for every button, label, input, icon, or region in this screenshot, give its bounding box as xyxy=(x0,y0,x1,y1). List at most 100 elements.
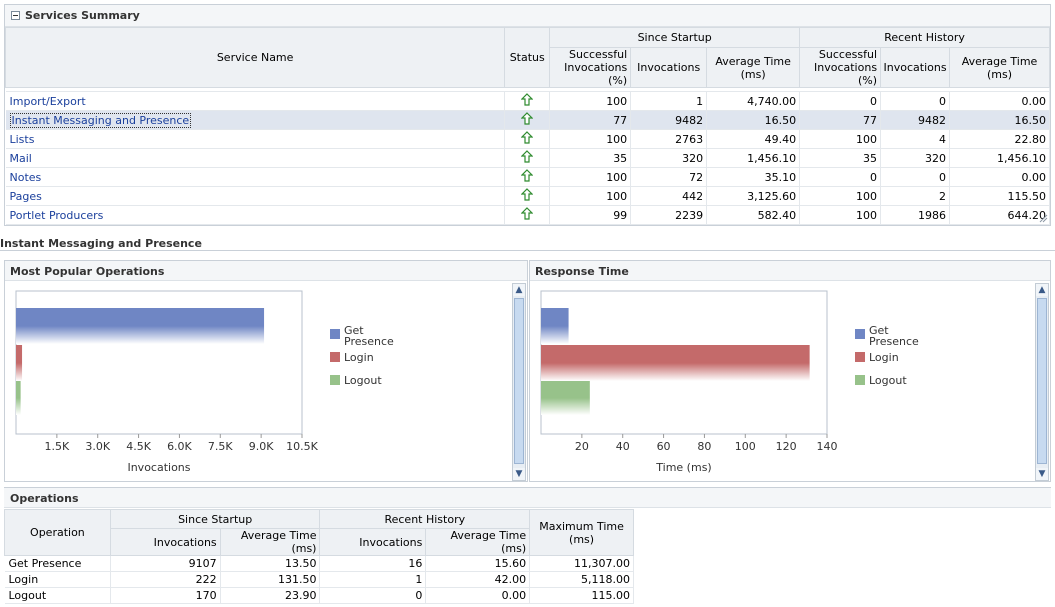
legend-swatch xyxy=(855,375,865,385)
x-tick-label: 6.0K xyxy=(167,440,192,453)
ops-s-avg-cell: 23.90 xyxy=(220,587,321,604)
ops-s-avg-cell: 13.50 xyxy=(220,555,321,572)
x-tick-label: 20 xyxy=(575,440,589,453)
col-r-avg-time[interactable]: Average Time (ms) xyxy=(949,47,1050,88)
col-operation[interactable]: Operation xyxy=(4,509,111,556)
s-success-cell: 100 xyxy=(549,129,632,149)
table-row[interactable]: Login 222 131.50 1 42.00 5,118.00 xyxy=(4,571,634,588)
r-invocations-cell: 4 xyxy=(880,129,951,149)
r-success-cell: 0 xyxy=(799,167,882,187)
table-row[interactable]: Logout 170 23.90 0 0.00 115.00 xyxy=(4,587,634,604)
table-row[interactable]: Get Presence 9107 13.50 16 15.60 11,307.… xyxy=(4,555,634,572)
vertical-scrollbar[interactable]: ▲ ▼ xyxy=(1035,283,1049,481)
status-up-icon xyxy=(521,207,534,220)
x-tick-label: 100 xyxy=(735,440,756,453)
x-tick-label: 9.0K xyxy=(249,440,274,453)
s-invocations-cell: 72 xyxy=(630,167,708,187)
collapse-icon[interactable] xyxy=(11,11,20,20)
service-link[interactable]: Notes xyxy=(9,170,42,184)
r-avg-cell: 644.20 xyxy=(949,205,1050,225)
popular-operations-title: Most Popular Operations xyxy=(10,265,165,278)
service-link[interactable]: Mail xyxy=(9,151,32,165)
status-up-icon xyxy=(521,112,534,125)
scroll-down-icon[interactable]: ▼ xyxy=(1036,468,1048,480)
col-s-invocations[interactable]: Invocations xyxy=(630,47,708,88)
operations-title: Operations xyxy=(10,492,79,505)
service-link[interactable]: Import/Export xyxy=(9,94,86,108)
legend-swatch xyxy=(330,329,340,339)
service-link[interactable]: Instant Messaging and Presence xyxy=(9,112,192,128)
scroll-up-icon[interactable]: ▲ xyxy=(1036,284,1048,296)
col-ops-r-invocations[interactable]: Invocations xyxy=(319,528,427,556)
col-r-invocations[interactable]: Invocations xyxy=(880,47,951,88)
bar-logout xyxy=(16,381,21,415)
col-ops-r-avg[interactable]: Average Time (ms) xyxy=(425,528,531,556)
detail-title: Instant Messaging and Presence xyxy=(0,237,202,250)
scroll-down-icon[interactable]: ▼ xyxy=(513,468,525,480)
scroll-up-icon[interactable]: ▲ xyxy=(513,284,525,296)
r-avg-cell: 0.00 xyxy=(949,167,1050,187)
legend-swatch xyxy=(330,375,340,385)
s-success-cell: 35 xyxy=(549,148,632,168)
status-up-icon xyxy=(521,131,534,144)
scroll-thumb[interactable] xyxy=(514,298,524,464)
s-success-cell: 77 xyxy=(549,110,632,130)
col-r-success[interactable]: Successful Invocations (%) xyxy=(799,47,882,88)
table-row[interactable]: Mail 35 320 1,456.10 35 320 1,456.10 xyxy=(5,148,1050,168)
service-link[interactable]: Pages xyxy=(9,189,42,203)
col-ops-s-invocations[interactable]: Invocations xyxy=(109,528,221,556)
s-invocations-cell: 2239 xyxy=(630,205,708,225)
scroll-thumb[interactable] xyxy=(1037,298,1047,464)
x-tick-label: 4.5K xyxy=(126,440,151,453)
s-avg-cell: 4,740.00 xyxy=(706,91,801,111)
service-link[interactable]: Portlet Producers xyxy=(9,208,104,222)
table-row[interactable]: Pages 100 442 3,125.60 100 2 115.50 xyxy=(5,186,1050,206)
r-avg-cell: 0.00 xyxy=(949,91,1050,111)
operation-cell: Get Presence xyxy=(4,555,111,572)
col-status[interactable]: Status xyxy=(504,27,551,88)
col-max-time[interactable]: Maximum Time (ms) xyxy=(529,509,634,556)
r-success-cell: 0 xyxy=(799,91,882,111)
r-success-cell: 77 xyxy=(799,110,882,130)
table-row[interactable]: Import/Export 100 1 4,740.00 0 0 0.00 xyxy=(5,91,1050,111)
services-summary-panel: Services Summary Service Name Status Sin… xyxy=(4,4,1051,226)
ops-r-invocations-cell: 1 xyxy=(319,571,427,588)
ops-s-invocations-cell: 222 xyxy=(110,571,221,588)
partial-row xyxy=(5,87,1050,92)
table-row[interactable]: Portlet Producers 99 2239 582.40 100 198… xyxy=(5,205,1050,225)
table-row[interactable]: Instant Messaging and Presence 77 9482 1… xyxy=(5,110,1050,130)
bar-logout xyxy=(541,381,590,415)
r-avg-cell: 22.80 xyxy=(949,129,1050,149)
x-tick-label: 140 xyxy=(817,440,838,453)
vertical-scrollbar[interactable]: ▲ ▼ xyxy=(512,283,526,481)
ops-r-invocations-cell: 16 xyxy=(319,555,427,572)
col-ops-s-avg[interactable]: Average Time (ms) xyxy=(219,528,321,556)
s-success-cell: 100 xyxy=(549,186,632,206)
s-success-cell: 100 xyxy=(549,167,632,187)
legend-label-line: Presence xyxy=(869,335,919,348)
r-avg-cell: 16.50 xyxy=(949,110,1050,130)
status-up-icon xyxy=(521,169,534,182)
ops-r-avg-cell: 15.60 xyxy=(425,555,531,572)
col-service-name[interactable]: Service Name xyxy=(4,27,506,88)
table-row[interactable]: Notes 100 72 35.10 0 0 0.00 xyxy=(5,167,1050,187)
s-invocations-cell: 442 xyxy=(630,186,708,206)
resize-grip-icon[interactable] xyxy=(1038,213,1048,223)
table-row[interactable]: Lists 100 2763 49.40 100 4 22.80 xyxy=(5,129,1050,149)
r-invocations-cell: 0 xyxy=(880,91,951,111)
col-ops-since-startup: Since Startup xyxy=(109,509,321,529)
r-success-cell: 100 xyxy=(799,129,882,149)
x-tick-label: 60 xyxy=(657,440,671,453)
col-s-success[interactable]: Successful Invocations (%) xyxy=(549,47,632,88)
col-s-avg-time[interactable]: Average Time (ms) xyxy=(706,47,801,88)
response-time-panel: Response Time 20 40 60 80 100 120 140 Time (ms)… xyxy=(529,260,1051,482)
ops-s-invocations-cell: 9107 xyxy=(110,555,221,572)
operation-cell: Login xyxy=(4,571,111,588)
service-link[interactable]: Lists xyxy=(9,132,35,146)
r-invocations-cell: 9482 xyxy=(880,110,951,130)
ops-s-avg-cell: 131.50 xyxy=(220,571,321,588)
x-tick-label: 10.5K xyxy=(286,440,318,453)
operation-cell: Logout xyxy=(4,587,111,604)
s-success-cell: 99 xyxy=(549,205,632,225)
